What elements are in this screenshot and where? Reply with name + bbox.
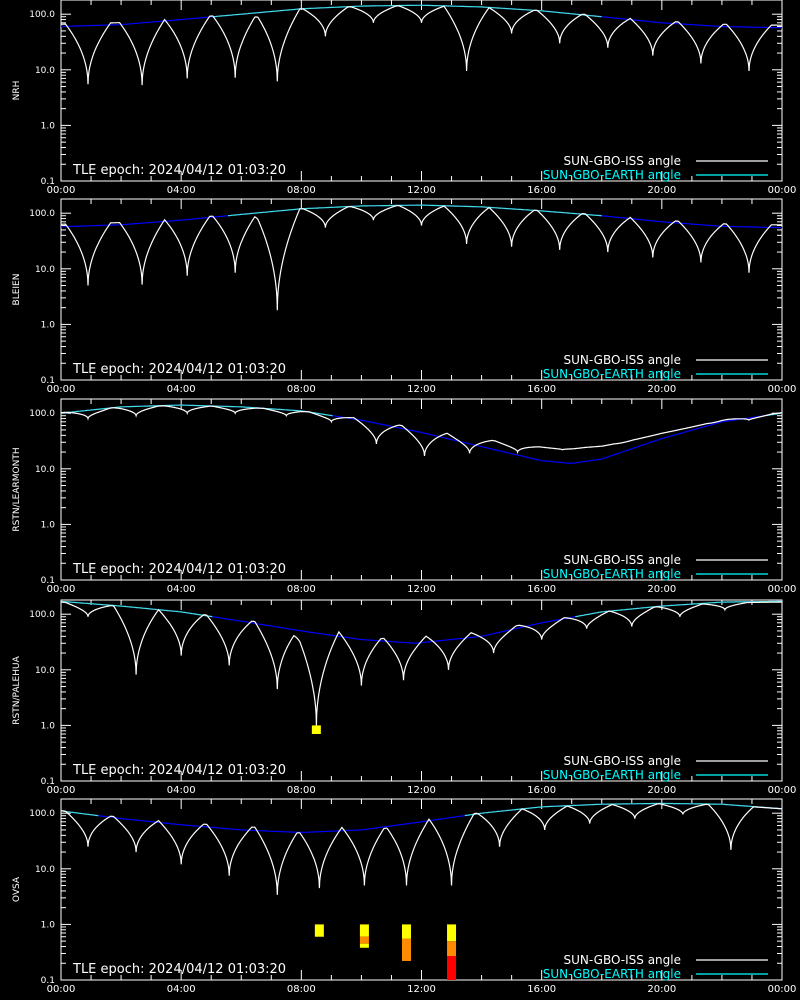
legend-label: SUN-GBO-EARTH angle [543, 567, 681, 581]
pass-marker [401, 924, 411, 939]
pass-marker [401, 938, 411, 961]
x-tick-label: 20:00 [647, 984, 676, 995]
earth-angle-line [60, 404, 783, 465]
legend-label: SUN-GBO-ISS angle [564, 953, 681, 967]
station-label: OVSA [12, 876, 22, 902]
x-tick-label: 04:00 [167, 584, 196, 595]
x-tick-label: 08:00 [287, 785, 316, 796]
earth-angle-day-segment [60, 600, 213, 618]
iss-angle-line [61, 5, 782, 86]
iss-angle-line [61, 803, 782, 895]
y-tick-label: 100.0 [29, 209, 55, 219]
y-tick-label: 0.1 [41, 376, 55, 386]
x-tick-label: 16:00 [527, 185, 556, 196]
legend-label: SUN-GBO-ISS angle [564, 754, 681, 768]
legend-label: SUN-GBO-EARTH angle [543, 367, 681, 381]
x-tick-label: 00:00 [47, 185, 76, 196]
x-tick-label: 04:00 [167, 984, 196, 995]
tle-epoch-label: TLE epoch: 2024/04/12 01:03:20 [72, 163, 286, 178]
y-tick-label: 10.0 [35, 265, 55, 275]
pass-marker [314, 924, 324, 937]
iss-angle-line [61, 205, 782, 311]
x-tick-label: 16:00 [527, 584, 556, 595]
pass-marker [359, 924, 369, 937]
x-tick-label: 12:00 [407, 584, 436, 595]
x-tick-label: 20:00 [647, 384, 676, 395]
station-label: BLEIEN [12, 274, 22, 306]
x-tick-label: 00:00 [768, 984, 797, 995]
pass-marker [447, 956, 457, 980]
x-tick-label: 04:00 [167, 785, 196, 796]
pass-marker [311, 725, 321, 735]
y-tick-label: 10.0 [35, 66, 55, 76]
legend-label: SUN-GBO-EARTH angle [543, 967, 681, 981]
x-tick-label: 12:00 [407, 785, 436, 796]
y-tick-label: 1.0 [41, 320, 56, 330]
x-tick-label: 04:00 [167, 384, 196, 395]
x-tick-label: 08:00 [287, 384, 316, 395]
x-tick-label: 12:00 [407, 185, 436, 196]
y-tick-label: 0.1 [41, 777, 55, 787]
y-tick-label: 0.1 [41, 976, 55, 986]
pass-marker [447, 941, 457, 957]
y-tick-label: 1.0 [41, 121, 56, 131]
y-tick-label: 1.0 [41, 920, 56, 930]
y-tick-label: 100.0 [29, 610, 55, 620]
x-tick-label: 00:00 [768, 785, 797, 796]
pass-marker [359, 936, 369, 944]
tle-epoch-label: TLE epoch: 2024/04/12 01:03:20 [72, 962, 286, 977]
y-tick-label: 10.0 [35, 465, 55, 475]
x-tick-label: 00:00 [47, 584, 76, 595]
y-tick-label: 100.0 [29, 10, 55, 20]
x-tick-label: 04:00 [167, 185, 196, 196]
x-tick-label: 12:00 [407, 984, 436, 995]
x-tick-label: 00:00 [47, 785, 76, 796]
x-tick-label: 16:00 [527, 984, 556, 995]
legend-label: SUN-GBO-ISS angle [564, 553, 681, 567]
x-tick-label: 20:00 [647, 785, 676, 796]
x-tick-label: 08:00 [287, 984, 316, 995]
y-tick-label: 10.0 [35, 666, 55, 676]
legend-label: SUN-GBO-ISS angle [564, 353, 681, 367]
y-tick-label: 100.0 [29, 409, 55, 419]
x-tick-label: 00:00 [47, 384, 76, 395]
station-label: NRH [12, 81, 22, 101]
iss-angle-line [61, 601, 782, 726]
y-tick-label: 1.0 [41, 520, 56, 530]
x-tick-label: 00:00 [47, 984, 76, 995]
pass-marker [447, 924, 457, 942]
x-tick-label: 08:00 [287, 584, 316, 595]
earth-angle-day-segment [227, 204, 602, 217]
station-label: RSTN/PALEHUA [12, 655, 22, 724]
pass-marker [359, 943, 369, 948]
x-tick-label: 00:00 [768, 584, 797, 595]
x-tick-label: 16:00 [527, 384, 556, 395]
earth-angle-day-segment [60, 810, 99, 817]
x-tick-label: 00:00 [768, 384, 797, 395]
earth-angle-day-segment [464, 802, 783, 817]
station-label: RSTN/LEARMONTH [12, 447, 22, 531]
y-tick-label: 0.1 [41, 576, 55, 586]
y-tick-label: 100.0 [29, 809, 55, 819]
x-tick-label: 12:00 [407, 384, 436, 395]
x-tick-label: 20:00 [647, 584, 676, 595]
x-tick-label: 08:00 [287, 185, 316, 196]
legend-label: SUN-GBO-EARTH angle [543, 768, 681, 782]
tle-epoch-label: TLE epoch: 2024/04/12 01:03:20 [72, 562, 286, 577]
tle-epoch-label: TLE epoch: 2024/04/12 01:03:20 [72, 362, 286, 377]
x-tick-label: 16:00 [527, 785, 556, 796]
y-tick-label: 0.1 [41, 177, 55, 187]
x-tick-label: 20:00 [647, 185, 676, 196]
earth-angle-day-segment [60, 404, 333, 417]
legend-label: SUN-GBO-EARTH angle [543, 168, 681, 182]
y-tick-label: 1.0 [41, 721, 56, 731]
legend-label: SUN-GBO-ISS angle [564, 154, 681, 168]
tle-epoch-label: TLE epoch: 2024/04/12 01:03:20 [72, 763, 286, 778]
iss-angle-line [61, 405, 783, 457]
x-tick-label: 00:00 [768, 185, 797, 196]
y-tick-label: 10.0 [35, 865, 55, 875]
